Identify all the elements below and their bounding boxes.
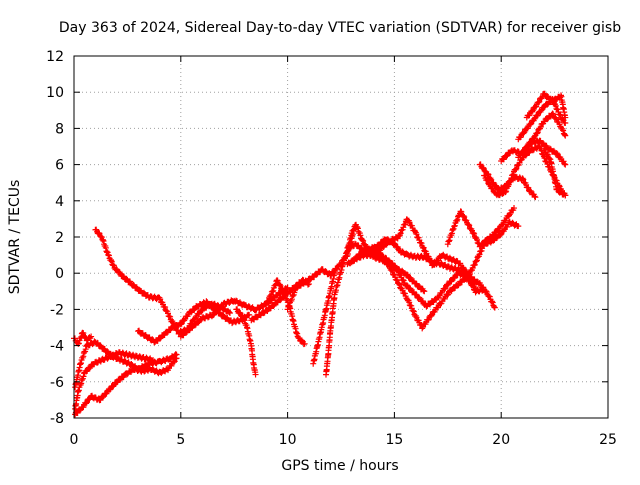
data-series	[540, 147, 569, 199]
data-series	[344, 251, 488, 332]
data-point-markers	[135, 298, 253, 346]
data-series	[284, 226, 357, 313]
y-tick-label: -6	[50, 375, 64, 391]
data-series	[72, 355, 180, 418]
data-series	[92, 226, 233, 337]
y-tick-label: 2	[55, 230, 64, 246]
data-point-markers	[310, 270, 338, 367]
data-point-markers	[515, 96, 569, 143]
data-point-markers	[370, 253, 428, 295]
y-axis-label: SDTVAR / TECUs	[7, 180, 23, 295]
data-point-markers	[92, 226, 233, 337]
x-tick-label: 25	[599, 432, 617, 448]
x-axis-label: GPS time / hours	[281, 458, 398, 474]
y-tick-label: -4	[50, 339, 64, 355]
data-point-markers	[515, 110, 569, 161]
data-series	[135, 298, 253, 346]
data-point-markers	[523, 90, 569, 121]
data-point-markers	[323, 261, 347, 378]
data-series	[523, 90, 569, 121]
data-series	[515, 110, 569, 161]
data-point-markers	[444, 205, 518, 250]
data-series	[515, 96, 569, 143]
data-point-markers	[481, 142, 569, 199]
y-tick-label: -8	[50, 411, 64, 427]
x-tick-label: 20	[492, 432, 510, 448]
data-series	[72, 349, 157, 412]
y-tick-label: 8	[55, 121, 64, 137]
data-series	[310, 270, 338, 367]
data-point-markers	[284, 226, 357, 313]
x-tick-label: 5	[176, 432, 185, 448]
data-point-markers	[233, 306, 259, 378]
data-point-markers	[344, 251, 488, 332]
data-series	[323, 261, 347, 378]
data-point-markers	[348, 244, 498, 311]
y-tick-label: -2	[50, 302, 64, 318]
y-tick-label: 0	[55, 266, 64, 282]
x-tick-label: 10	[279, 432, 297, 448]
chart-title: Day 363 of 2024, Sidereal Day-to-day VTE…	[59, 20, 621, 36]
ticks-layer: 0 5 10 15 20 25 -8 -6 -4 -2 0 2 4 6 8 10 12	[46, 49, 617, 448]
y-tick-label: 6	[55, 158, 64, 174]
x-tick-label: 0	[70, 432, 79, 448]
marks-layer	[71, 90, 569, 418]
data-point-markers	[72, 349, 157, 412]
data-series	[72, 338, 180, 391]
data-series	[444, 205, 518, 250]
data-series	[233, 306, 259, 378]
grid-layer	[74, 56, 608, 418]
y-tick-label: 10	[46, 85, 64, 101]
y-tick-label: 4	[55, 194, 64, 210]
y-tick-label: 12	[46, 49, 64, 65]
data-series	[481, 142, 569, 199]
data-point-markers	[540, 147, 569, 199]
data-point-markers	[72, 355, 180, 418]
data-series	[348, 244, 498, 311]
data-point-markers	[72, 338, 180, 391]
x-tick-label: 15	[385, 432, 403, 448]
data-series	[370, 253, 428, 295]
